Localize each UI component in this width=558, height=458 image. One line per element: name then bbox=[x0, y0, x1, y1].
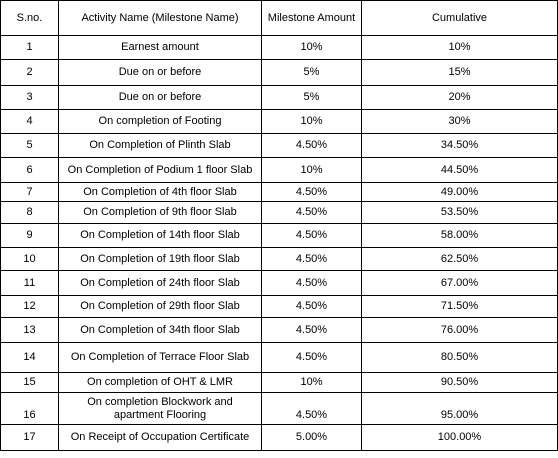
cell-cumulative: 44.50% bbox=[361, 157, 558, 183]
table-row: 10 On Completion of 19th floor Slab 4.50… bbox=[0, 247, 558, 271]
cell-amount: 5.00% bbox=[261, 424, 362, 451]
cell-cumulative: 100.00% bbox=[361, 424, 558, 451]
cell-sno: 7 bbox=[0, 182, 59, 202]
cell-cumulative: 62.50% bbox=[361, 247, 558, 271]
cell-cumulative: 49.00% bbox=[361, 182, 558, 202]
cell-cumulative: 10% bbox=[361, 35, 558, 60]
cell-amount: 10% bbox=[261, 157, 362, 183]
cell-activity: On Completion of 14th floor Slab bbox=[58, 223, 262, 248]
cell-cumulative: 76.00% bbox=[361, 317, 558, 343]
cell-sno: 14 bbox=[0, 342, 59, 373]
table-row: 15 On completion of OHT & LMR 10% 90.50% bbox=[0, 372, 558, 393]
cell-activity: On Completion of 9th floor Slab bbox=[58, 201, 262, 224]
table-row: 2 Due on or before 5% 15% bbox=[0, 59, 558, 86]
cell-amount: 5% bbox=[261, 85, 362, 110]
cell-sno: 8 bbox=[0, 201, 59, 224]
cell-activity: On Completion of Plinth Slab bbox=[58, 133, 262, 158]
table-row: 16 On completion Blockwork and apartment… bbox=[0, 392, 558, 425]
cell-amount: 4.50% bbox=[261, 247, 362, 271]
table-row: 14 On Completion of Terrace Floor Slab 4… bbox=[0, 342, 558, 373]
cell-cumulative: 34.50% bbox=[361, 133, 558, 158]
cell-activity: On Completion of Terrace Floor Slab bbox=[58, 342, 262, 373]
cell-sno: 1 bbox=[0, 35, 59, 60]
cell-activity: On Completion of 19th floor Slab bbox=[58, 247, 262, 271]
cell-amount: 4.50% bbox=[261, 295, 362, 318]
cell-amount: 10% bbox=[261, 372, 362, 393]
cell-amount: 4.50% bbox=[261, 182, 362, 202]
table-row: 7 On Completion of 4th floor Slab 4.50% … bbox=[0, 182, 558, 202]
table-row: 5 On Completion of Plinth Slab 4.50% 34.… bbox=[0, 133, 558, 158]
cell-sno: 2 bbox=[0, 59, 59, 86]
cell-cumulative: 30% bbox=[361, 109, 558, 134]
cell-sno: 3 bbox=[0, 85, 59, 110]
cell-sno: 4 bbox=[0, 109, 59, 134]
cell-activity: On completion of Footing bbox=[58, 109, 262, 134]
cell-sno: 6 bbox=[0, 157, 59, 183]
cell-sno: 9 bbox=[0, 223, 59, 248]
cell-amount: 4.50% bbox=[261, 201, 362, 224]
table-row: 1 Earnest amount 10% 10% bbox=[0, 35, 558, 60]
cell-cumulative: 71.50% bbox=[361, 295, 558, 318]
cell-sno: 16 bbox=[0, 392, 59, 425]
table-row: 11 On Completion of 24th floor Slab 4.50… bbox=[0, 270, 558, 296]
header-activity: Activity Name (Milestone Name) bbox=[58, 0, 262, 36]
cell-amount: 10% bbox=[261, 35, 362, 60]
cell-amount: 4.50% bbox=[261, 392, 362, 425]
cell-cumulative: 58.00% bbox=[361, 223, 558, 248]
table-row: 8 On Completion of 9th floor Slab 4.50% … bbox=[0, 201, 558, 224]
cell-amount: 4.50% bbox=[261, 342, 362, 373]
cell-sno: 12 bbox=[0, 295, 59, 318]
cell-activity: On Completion of Podium 1 floor Slab bbox=[58, 157, 262, 183]
cell-activity: On Completion of 24th floor Slab bbox=[58, 270, 262, 296]
cell-activity: Due on or before bbox=[58, 59, 262, 86]
cell-activity: On Completion of 4th floor Slab bbox=[58, 182, 262, 202]
table-row: 17 On Receipt of Occupation Certificate … bbox=[0, 424, 558, 451]
cell-cumulative: 90.50% bbox=[361, 372, 558, 393]
cell-amount: 5% bbox=[261, 59, 362, 86]
cell-sno: 11 bbox=[0, 270, 59, 296]
table-row: 13 On Completion of 34th floor Slab 4.50… bbox=[0, 317, 558, 343]
cell-activity: On Completion of 29th floor Slab bbox=[58, 295, 262, 318]
table-row: 9 On Completion of 14th floor Slab 4.50%… bbox=[0, 223, 558, 248]
cell-sno: 15 bbox=[0, 372, 59, 393]
cell-amount: 4.50% bbox=[261, 133, 362, 158]
cell-amount: 4.50% bbox=[261, 317, 362, 343]
cell-activity: On completion Blockwork and apartment Fl… bbox=[58, 392, 262, 425]
cell-cumulative: 95.00% bbox=[361, 392, 558, 425]
cell-cumulative: 53.50% bbox=[361, 201, 558, 224]
cell-activity: Earnest amount bbox=[58, 35, 262, 60]
table-body: 1 Earnest amount 10% 10% 2 Due on or bef… bbox=[0, 35, 558, 451]
table-row: 6 On Completion of Podium 1 floor Slab 1… bbox=[0, 157, 558, 183]
header-sno: S.no. bbox=[0, 0, 59, 36]
cell-sno: 13 bbox=[0, 317, 59, 343]
cell-activity: Due on or before bbox=[58, 85, 262, 110]
cell-cumulative: 80.50% bbox=[361, 342, 558, 373]
table-row: 3 Due on or before 5% 20% bbox=[0, 85, 558, 110]
header-amount: Milestone Amount bbox=[261, 0, 362, 36]
cell-sno: 17 bbox=[0, 424, 59, 451]
cell-activity: On Completion of 34th floor Slab bbox=[58, 317, 262, 343]
cell-activity: On Receipt of Occupation Certificate bbox=[58, 424, 262, 451]
table-row: 12 On Completion of 29th floor Slab 4.50… bbox=[0, 295, 558, 318]
cell-cumulative: 20% bbox=[361, 85, 558, 110]
header-cumulative: Cumulative bbox=[361, 0, 558, 36]
cell-sno: 5 bbox=[0, 133, 59, 158]
cell-amount: 4.50% bbox=[261, 223, 362, 248]
cell-sno: 10 bbox=[0, 247, 59, 271]
cell-cumulative: 67.00% bbox=[361, 270, 558, 296]
cell-cumulative: 15% bbox=[361, 59, 558, 86]
cell-amount: 10% bbox=[261, 109, 362, 134]
table-row: 4 On completion of Footing 10% 30% bbox=[0, 109, 558, 134]
table-header-row: S.no. Activity Name (Milestone Name) Mil… bbox=[0, 0, 558, 36]
cell-activity: On completion of OHT & LMR bbox=[58, 372, 262, 393]
cell-amount: 4.50% bbox=[261, 270, 362, 296]
